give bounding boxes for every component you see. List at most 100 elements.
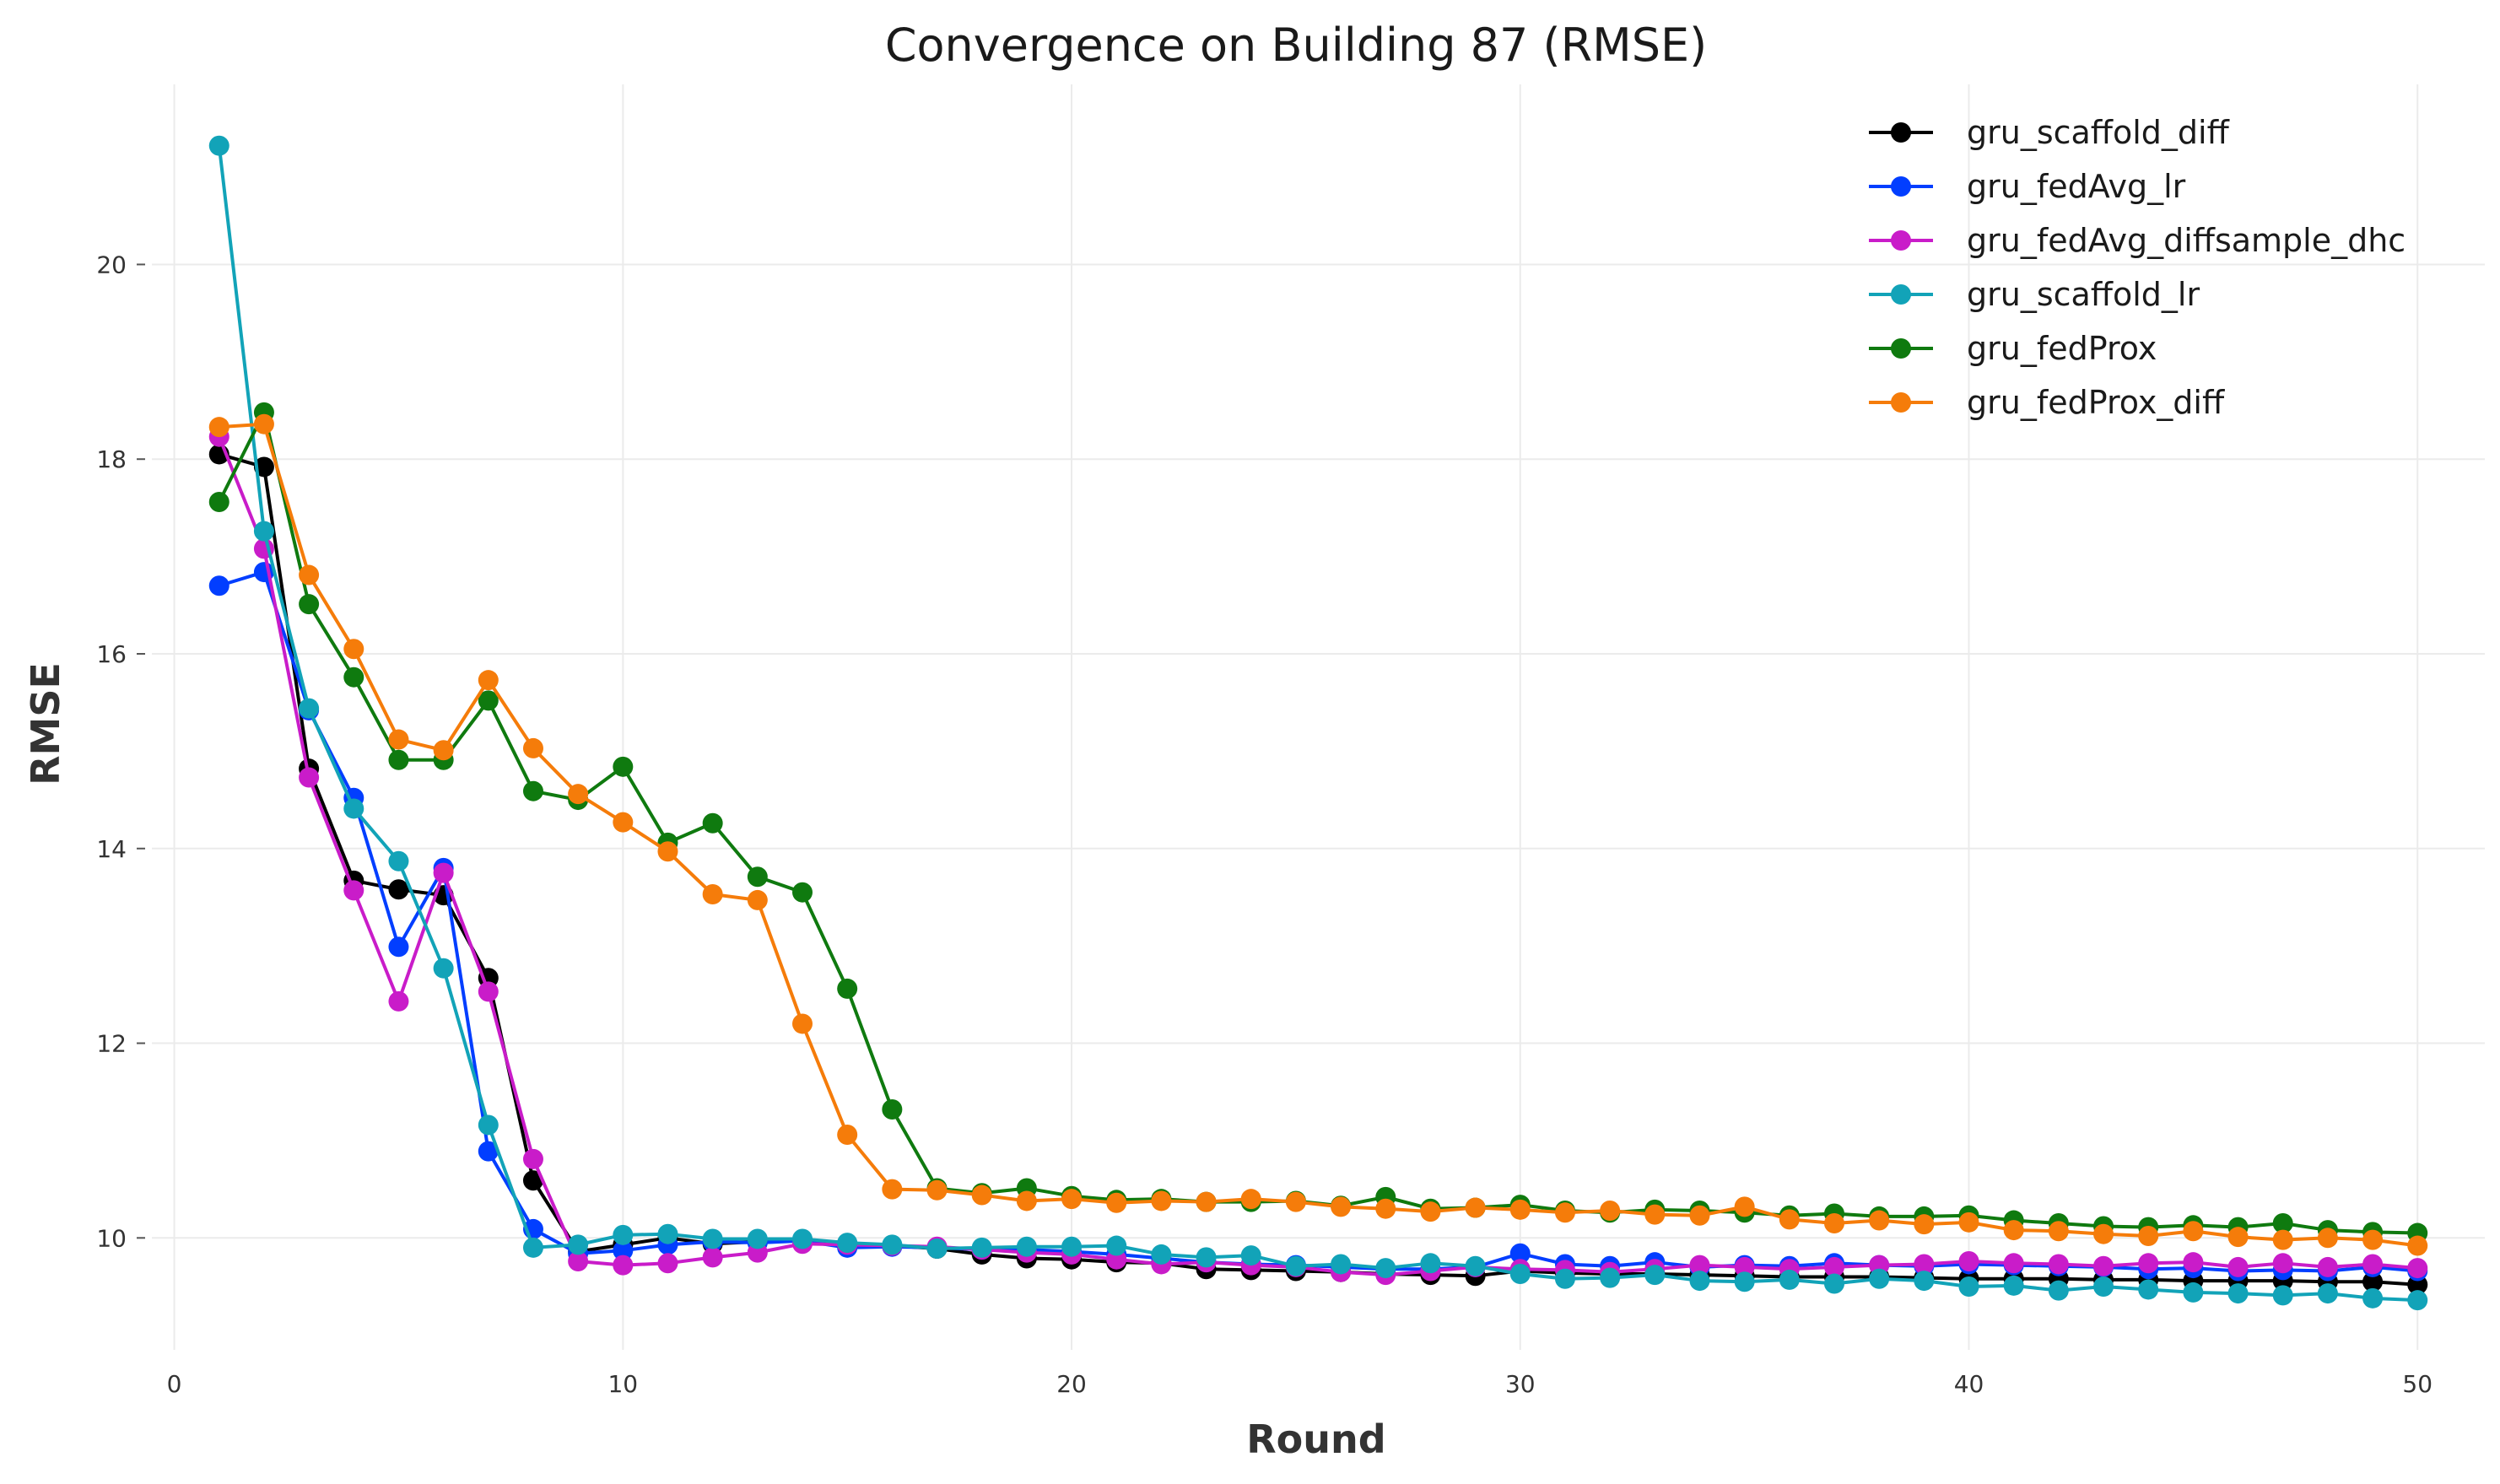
data-point: [1644, 1265, 1666, 1286]
data-point: [2093, 1255, 2114, 1276]
data-point: [1106, 1192, 1127, 1213]
data-point: [522, 737, 543, 758]
data-point: [2138, 1226, 2159, 1246]
legend-item: gru_fedProx_diff: [1869, 384, 2225, 421]
data-point: [2272, 1229, 2293, 1250]
x-tick-label: 40: [1954, 1370, 1984, 1398]
data-point: [2272, 1285, 2293, 1306]
legend-label: gru_scaffold_diff: [1967, 114, 2230, 151]
data-point: [1465, 1197, 1486, 1218]
data-point: [1869, 1268, 1890, 1289]
data-point: [882, 1099, 903, 1120]
y-tick-label: 10: [96, 1224, 127, 1252]
data-point: [792, 1013, 813, 1034]
y-axis-label: RMSE: [23, 662, 68, 785]
data-point: [1734, 1271, 1755, 1292]
data-point: [343, 880, 364, 901]
data-point: [1958, 1251, 1979, 1271]
data-point: [1061, 1236, 1083, 1257]
legend-item: gru_scaffold_diff: [1869, 114, 2230, 151]
data-point: [1061, 1189, 1083, 1210]
data-point: [1958, 1211, 1979, 1233]
data-point: [1465, 1255, 1486, 1276]
data-point: [1779, 1269, 1800, 1290]
data-point: [1106, 1235, 1127, 1256]
data-point: [613, 1224, 634, 1245]
data-point: [522, 1237, 543, 1258]
y-tick-label: 20: [96, 251, 127, 278]
data-point: [702, 812, 723, 834]
data-point: [702, 884, 723, 904]
data-point: [702, 1228, 723, 1249]
data-point: [1285, 1255, 1306, 1276]
data-point: [1151, 1190, 1172, 1211]
data-point: [1644, 1204, 1666, 1225]
data-point: [208, 417, 229, 438]
data-point: [388, 990, 409, 1012]
data-point: [1151, 1244, 1172, 1265]
data-point: [1600, 1201, 1621, 1221]
legend-item: gru_fedAvg_lr: [1869, 168, 2186, 205]
data-point: [1375, 1258, 1396, 1279]
data-point: [2407, 1258, 2428, 1279]
data-point: [1600, 1267, 1621, 1288]
data-point: [1689, 1205, 1710, 1226]
data-point: [1914, 1271, 1935, 1292]
data-point: [837, 1125, 858, 1145]
legend-marker: [1891, 338, 1911, 359]
data-point: [2048, 1221, 2069, 1242]
data-point: [613, 1255, 634, 1276]
data-point: [837, 1233, 858, 1254]
series-gru_scaffold_lr: [208, 135, 2428, 1311]
data-point: [433, 958, 454, 979]
data-point: [1914, 1254, 1935, 1275]
legend-marker: [1891, 122, 1911, 143]
data-point: [1869, 1210, 1890, 1231]
data-point: [613, 1240, 634, 1261]
data-point: [2093, 1223, 2114, 1244]
data-point: [388, 936, 409, 958]
data-point: [253, 413, 274, 434]
legend-marker: [1891, 176, 1911, 197]
data-point: [1689, 1271, 1710, 1292]
data-point: [657, 1223, 678, 1244]
data-point: [747, 1228, 768, 1249]
data-point: [478, 981, 499, 1002]
legend-marker: [1891, 230, 1911, 251]
data-point: [1196, 1191, 1217, 1212]
data-point: [208, 575, 229, 596]
data-point: [568, 1251, 589, 1271]
data-point: [2003, 1253, 2024, 1274]
data-point: [2317, 1283, 2338, 1304]
data-point: [208, 492, 229, 512]
data-point: [2272, 1213, 2293, 1233]
data-point: [1509, 1243, 1531, 1264]
data-point: [613, 812, 634, 833]
data-point: [299, 698, 320, 719]
legend-label: gru_fedAvg_diffsample_dhc: [1967, 222, 2406, 259]
data-point: [343, 798, 364, 819]
data-point: [792, 882, 813, 903]
data-point: [1375, 1198, 1396, 1219]
data-point: [702, 1247, 723, 1268]
data-point: [2227, 1283, 2249, 1304]
data-point: [2183, 1282, 2204, 1303]
y-tick-label: 18: [96, 445, 127, 473]
y-tick-label: 14: [96, 835, 127, 863]
data-point: [1196, 1247, 1217, 1268]
legend-label: gru_fedProx: [1967, 330, 2157, 367]
data-point: [253, 521, 274, 542]
legend-marker: [1891, 284, 1911, 305]
data-point: [253, 456, 274, 478]
data-point: [299, 564, 320, 586]
data-point: [2227, 1256, 2249, 1277]
data-point: [388, 749, 409, 770]
data-point: [299, 767, 320, 788]
data-point: [926, 1179, 948, 1201]
data-point: [1914, 1214, 1935, 1235]
x-tick-label: 10: [607, 1370, 638, 1398]
data-point: [657, 1253, 678, 1274]
data-point: [2362, 1254, 2384, 1275]
